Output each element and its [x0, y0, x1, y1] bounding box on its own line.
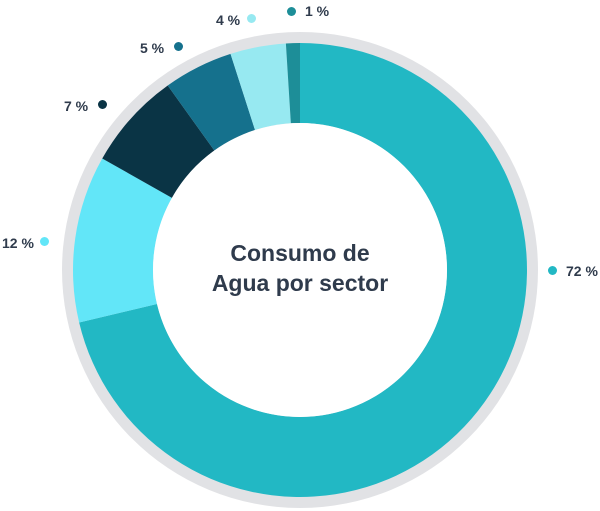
legend-dot-4 — [247, 14, 256, 23]
chart-title: Consumo de Agua por sector — [180, 238, 420, 298]
slice-label-5: 5 % — [140, 40, 165, 56]
donut-center — [153, 123, 447, 417]
slice-1 — [285, 43, 300, 124]
slice-5 — [167, 53, 256, 151]
legend-dot-1 — [287, 7, 296, 16]
slice-label-72: 72 % — [566, 263, 598, 279]
legend-dot-5 — [174, 42, 183, 51]
legend-dot-7 — [98, 100, 107, 109]
legend-dot-72 — [548, 266, 557, 275]
chart-title-line-2: Agua por sector — [211, 270, 389, 296]
slice-label-1: 1 % — [305, 3, 330, 19]
chart-title-line-1: Consumo de — [230, 240, 370, 266]
slice-12 — [73, 158, 172, 323]
slice-label-7: 7 % — [64, 98, 89, 114]
legend-dot-12 — [40, 237, 49, 246]
slice-label-12: 12 % — [2, 235, 34, 251]
slice-4 — [230, 43, 291, 131]
slice-label-4: 4 % — [216, 12, 241, 28]
slice-7 — [102, 85, 215, 198]
slice-72 — [79, 43, 528, 497]
